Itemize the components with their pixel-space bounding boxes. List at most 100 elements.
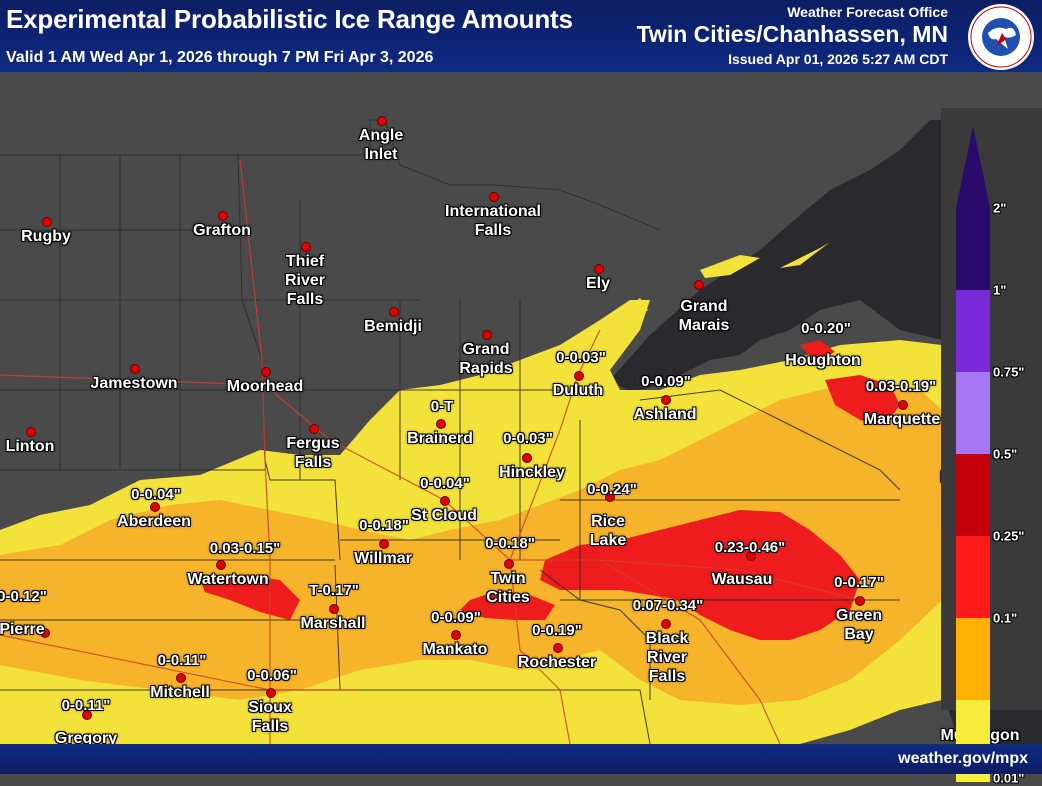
ice-amount-label: 0-0.20" xyxy=(801,320,851,337)
city-dot xyxy=(855,596,865,606)
city-label: Thief River Falls xyxy=(284,253,326,308)
city-label: Hinckley xyxy=(499,464,565,481)
city-dot xyxy=(811,356,821,366)
ice-amount-label: 0-T xyxy=(430,398,454,415)
city-dot xyxy=(329,604,339,614)
legend-label: 0.1" xyxy=(993,610,1018,626)
city-dot xyxy=(261,367,271,377)
city-dot xyxy=(40,628,50,638)
boundaries xyxy=(0,119,901,745)
city-dot xyxy=(309,424,319,434)
city-dot xyxy=(176,673,186,683)
city-label: Ely xyxy=(585,275,611,292)
city-label: Marshall xyxy=(300,615,366,632)
city-dot xyxy=(504,559,514,569)
ice-amount-label: 0-0.03" xyxy=(503,430,553,447)
city-dot xyxy=(26,427,36,437)
city-label: Rugby xyxy=(21,228,71,245)
city-label: Rice Lake xyxy=(589,513,627,549)
ice-amount-label: 0-0.11" xyxy=(157,652,207,669)
nws-logo-icon xyxy=(968,4,1034,70)
city-dot xyxy=(150,502,160,512)
city-label: Grand Marais xyxy=(678,298,730,334)
city-label: Moorhead xyxy=(226,378,304,395)
city-dot xyxy=(377,116,387,126)
city-label: Linton xyxy=(5,438,55,455)
city-dot xyxy=(379,539,389,549)
legend-label: 0.75" xyxy=(993,364,1025,380)
city-label: Gregory xyxy=(54,730,118,747)
city-label: Watertown xyxy=(187,571,269,588)
city-dot xyxy=(594,264,604,274)
wfo-label: Weather Forecast Office xyxy=(787,4,948,20)
city-dot xyxy=(694,280,704,290)
city-dot xyxy=(661,395,671,405)
city-label: Twin Cities xyxy=(486,570,530,606)
lake-superior xyxy=(610,120,942,392)
city-label: Ashland xyxy=(633,406,697,423)
ice-amount-label: 0-0.09" xyxy=(431,609,481,626)
city-label: Black River Falls xyxy=(645,630,689,685)
legend-swatch xyxy=(956,618,990,700)
city-label: Aberdeen xyxy=(117,513,191,530)
map-title: Experimental Probabilistic Ice Range Amo… xyxy=(6,4,573,34)
city-label: Sioux Falls xyxy=(248,699,292,735)
legend-arrow-icon xyxy=(956,126,990,208)
city-dot xyxy=(218,211,228,221)
city-label: Houghton xyxy=(785,352,861,369)
ice-amount-label: 0.03-0.19" xyxy=(865,378,937,395)
city-label: International Falls xyxy=(444,203,542,239)
city-dot xyxy=(746,551,756,561)
legend-swatch xyxy=(956,290,990,372)
city-label: Green Bay xyxy=(835,607,883,643)
ice-amount-label: 0-0.09" xyxy=(641,373,691,390)
city-dot xyxy=(266,688,276,698)
city-dot xyxy=(440,496,450,506)
ice-amount-label: 0-0.18" xyxy=(359,517,409,534)
city-label: Wausau xyxy=(711,571,773,588)
legend-label: 0.5" xyxy=(993,446,1018,462)
city-dot xyxy=(436,419,446,429)
ice-amount-label: 0.23-0.46" xyxy=(714,539,786,556)
city-dot xyxy=(42,217,52,227)
legend: 2" 1" 0.75" 0.5" 0.25" 0.1" 0.01" xyxy=(941,108,1042,786)
ice-amount-label: T-0.17" xyxy=(309,582,359,599)
ice-amount-label: 0.03-0.15" xyxy=(209,540,281,557)
city-label: Mankato xyxy=(422,641,488,658)
ice-amount-label: 0.07-0.34" xyxy=(632,597,704,614)
city-label: Pierre xyxy=(0,621,45,638)
ice-moderate-area xyxy=(0,380,942,705)
ice-amount-label: 0-0.03" xyxy=(556,349,606,366)
website-link[interactable]: weather.gov/mpx xyxy=(898,750,1028,767)
legend-swatch xyxy=(956,372,990,454)
valid-period: Valid 1 AM Wed Apr 1, 2026 through 7 PM … xyxy=(6,49,434,66)
city-dot xyxy=(301,242,311,252)
header-bar: Experimental Probabilistic Ice Range Amo… xyxy=(0,0,1042,72)
city-dot xyxy=(574,371,584,381)
city-dot xyxy=(451,630,461,640)
city-label: Fergus Falls xyxy=(286,435,340,471)
office-name: Twin Cities/Chanhassen, MN xyxy=(636,21,948,47)
city-label: Mitchell xyxy=(150,684,210,701)
ice-high-area xyxy=(200,340,900,640)
ice-amount-label: 0-0.11" xyxy=(61,697,111,714)
city-dot xyxy=(82,710,92,720)
city-label: Grafton xyxy=(193,222,251,239)
city-label: Willmar xyxy=(354,550,412,567)
legend-swatch xyxy=(956,208,990,290)
city-label: Brainerd xyxy=(407,430,473,447)
city-label: Marquette xyxy=(863,411,941,428)
city-dot xyxy=(216,560,226,570)
city-dot xyxy=(130,364,140,374)
city-dot xyxy=(489,192,499,202)
ice-amount-label: 0-0.12" xyxy=(0,588,47,605)
city-dot xyxy=(389,307,399,317)
legend-label: 2" xyxy=(993,200,1007,216)
ice-amount-label: 0-0.06" xyxy=(247,667,297,684)
ice-amount-label: 0-0.17" xyxy=(834,574,884,591)
ice-amount-label: 0-0.04" xyxy=(420,475,470,492)
city-label: Rochester xyxy=(517,654,597,671)
city-label: Bemidji xyxy=(364,318,422,335)
city-dot xyxy=(522,453,532,463)
city-label: Duluth xyxy=(552,382,604,399)
